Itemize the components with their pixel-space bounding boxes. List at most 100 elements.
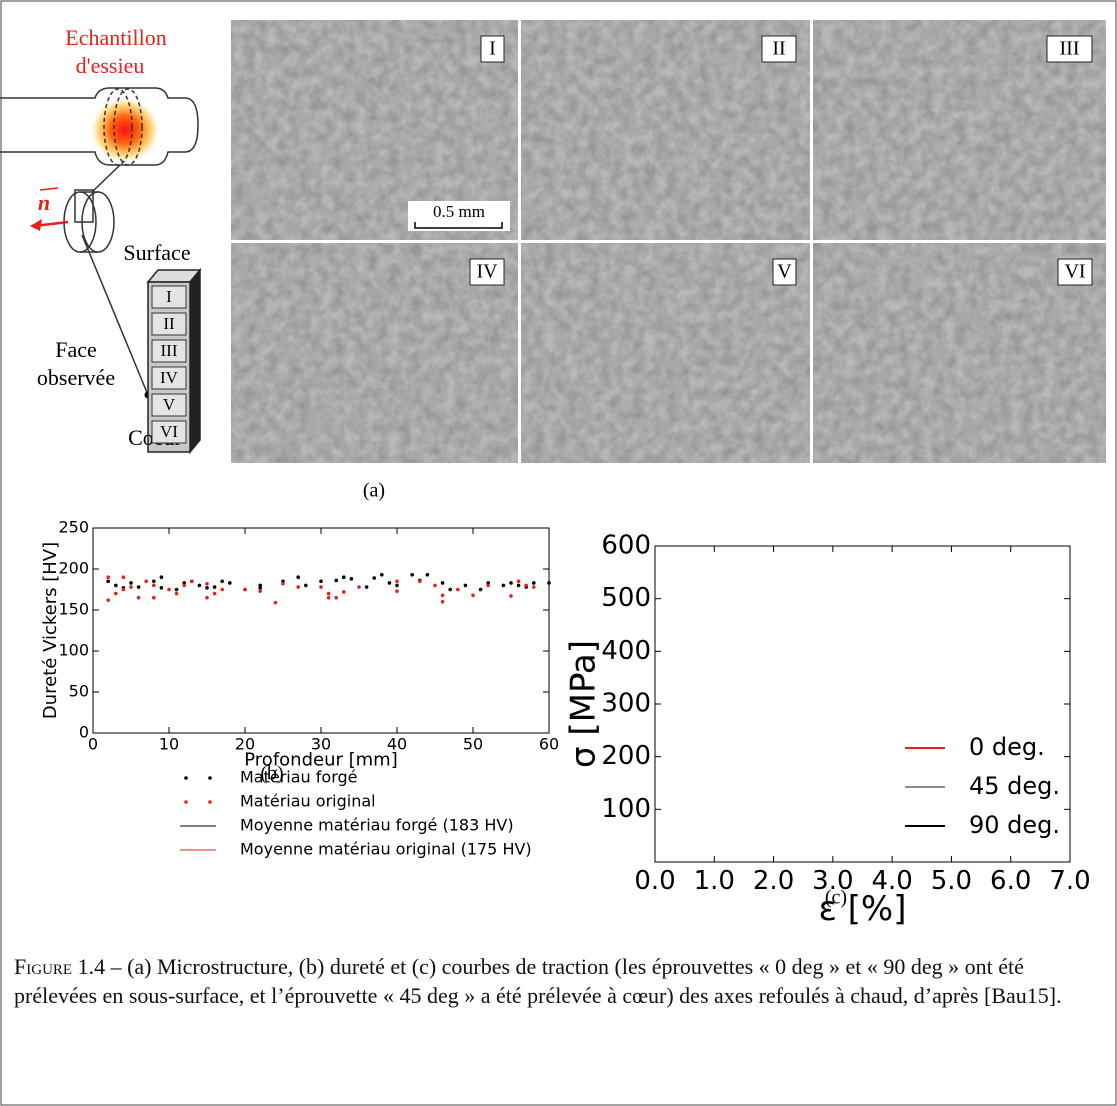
- point: [159, 575, 164, 579]
- point: [509, 581, 513, 585]
- zone-label: IV: [160, 368, 179, 387]
- x-axis-label: ε [%]: [818, 889, 906, 929]
- x-tick-label: 4.0: [871, 866, 912, 896]
- zone-cell: [151, 393, 187, 417]
- point: [152, 583, 156, 588]
- point: [418, 579, 422, 584]
- point: [319, 585, 323, 589]
- x-tick-label: 7.0: [1049, 866, 1090, 896]
- caption: Figure 1.4 – (a) Microstructure, (b) dur…: [14, 952, 1109, 1010]
- point: [296, 585, 301, 589]
- point: [121, 575, 126, 579]
- x-tick-label: 40: [387, 735, 407, 754]
- micrograph-tag: [772, 258, 797, 286]
- micrograph-label: V: [777, 261, 792, 283]
- caption-label: Figure 1.4: [14, 954, 106, 979]
- legend-swatch: [208, 776, 212, 780]
- legend-label: Moyenne matériau original (175 HV): [240, 840, 532, 859]
- point: [258, 583, 263, 588]
- face-label: Face: [55, 337, 97, 362]
- zone-cell: [151, 366, 187, 390]
- point: [220, 579, 224, 584]
- point: [136, 595, 141, 600]
- point: [349, 577, 354, 581]
- point: [532, 581, 536, 585]
- x-tick-label: 1.0: [694, 866, 735, 896]
- y-tick-label: 200: [601, 741, 651, 771]
- surface-label: Surface: [123, 240, 190, 265]
- plot-frame: [92, 527, 550, 734]
- point: [547, 581, 551, 585]
- y-tick-label: 100: [601, 794, 651, 824]
- point: [174, 587, 179, 592]
- point: [106, 598, 110, 602]
- zone-cell: [151, 285, 187, 309]
- y-tick-label: 200: [58, 559, 89, 578]
- point: [524, 583, 528, 588]
- x-tick-label: 6.0: [990, 866, 1031, 896]
- point: [380, 572, 384, 577]
- zone-label: III: [161, 341, 178, 360]
- point: [205, 595, 209, 600]
- point: [121, 587, 126, 592]
- micrograph-label: I: [489, 38, 496, 60]
- y-tick-label: 50: [69, 682, 89, 701]
- zone-cell: [151, 339, 187, 363]
- caption-text: – (a) Microstructure, (b) dureté et (c) …: [14, 954, 1062, 1008]
- y-tick-label: 0: [79, 723, 89, 742]
- point: [258, 586, 263, 590]
- x-tick-label: 3.0: [812, 866, 853, 896]
- point: [182, 581, 186, 585]
- point: [440, 600, 445, 604]
- legend-swatch: [184, 776, 188, 780]
- point: [516, 583, 521, 588]
- zone-label: I: [166, 287, 172, 306]
- y-tick-label: 500: [601, 583, 651, 613]
- sample-label: Echantillon: [65, 25, 166, 50]
- point: [486, 583, 491, 588]
- point: [273, 600, 278, 605]
- normal-arrow-head: [30, 219, 42, 231]
- point: [205, 581, 209, 586]
- y-tick-label: 300: [601, 689, 651, 719]
- micrograph-tag: [761, 35, 797, 63]
- x-tick-label: 5.0: [931, 866, 972, 896]
- point: [395, 583, 399, 588]
- point: [152, 595, 156, 600]
- micrograph-texture: [813, 243, 1106, 463]
- panel-label: (c): [825, 887, 847, 909]
- point: [319, 579, 323, 584]
- point: [174, 591, 179, 596]
- point: [532, 585, 536, 589]
- point: [258, 589, 263, 593]
- point: [334, 595, 339, 600]
- x-tick-label: 60: [539, 735, 559, 754]
- point: [364, 585, 369, 589]
- point: [395, 579, 399, 584]
- point: [197, 583, 202, 588]
- zone-cell: [151, 420, 187, 444]
- point: [448, 587, 453, 592]
- normal-vector-bar: [39, 187, 59, 191]
- micrograph-tag: [469, 258, 505, 286]
- legend-label: Moyenne matériau forgé (183 HV): [240, 816, 514, 835]
- y-axis-label: σ [MPa]: [564, 640, 604, 768]
- point: [342, 575, 346, 579]
- point: [334, 578, 339, 583]
- x-tick-label: 30: [311, 735, 331, 754]
- point: [387, 581, 392, 585]
- point: [357, 585, 361, 589]
- micrograph-tag: [1046, 35, 1093, 63]
- legend-label: 90 deg.: [969, 811, 1060, 839]
- legend-label: Matériau original: [240, 792, 376, 811]
- y-tick-label: 100: [58, 641, 89, 660]
- point: [395, 589, 399, 593]
- micrograph-label: VI: [1064, 261, 1085, 283]
- x-tick-label: 2.0: [753, 866, 794, 896]
- x-tick-label: 50: [463, 735, 483, 754]
- x-tick-label: 0.0: [634, 866, 675, 896]
- zone-label: V: [163, 395, 176, 414]
- zone-label: II: [163, 314, 175, 333]
